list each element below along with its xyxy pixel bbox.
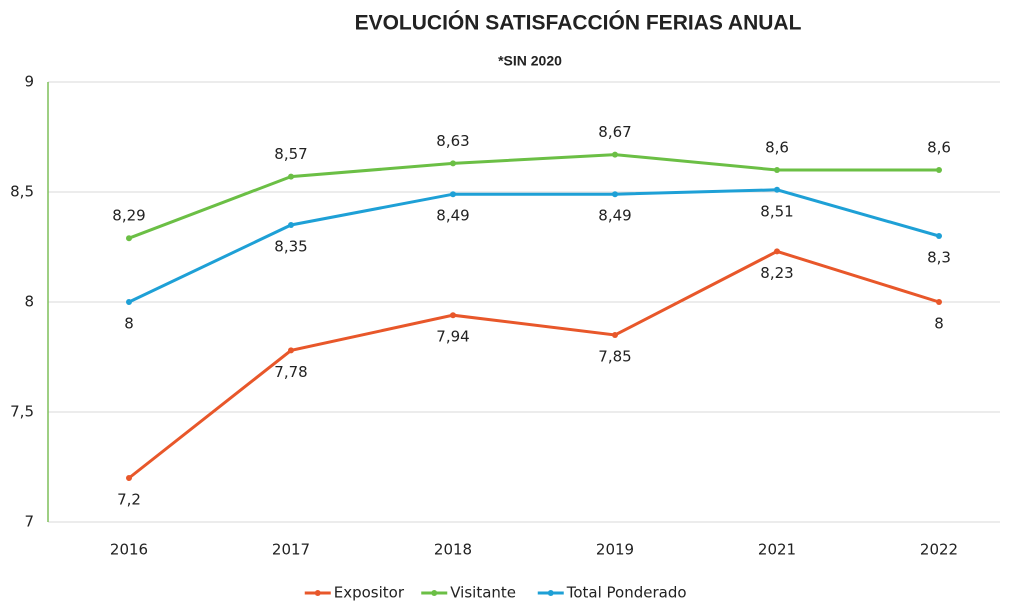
y-tick-label: 8	[24, 293, 34, 311]
data-label: 8,63	[436, 132, 469, 150]
data-label: 8,35	[274, 238, 307, 256]
data-label: 7,2	[117, 491, 141, 509]
data-label: 7,85	[598, 348, 631, 366]
data-label: 8,49	[436, 207, 469, 225]
data-label: 8,57	[274, 145, 307, 163]
data-label: 8,3	[927, 249, 951, 267]
legend-label: Total Ponderado	[566, 584, 687, 602]
data-point	[612, 191, 618, 198]
data-point	[126, 475, 132, 481]
data-label: 8	[124, 315, 134, 333]
data-point	[774, 167, 780, 173]
data-point	[936, 233, 942, 239]
y-tick-label: 7,5	[10, 403, 34, 421]
chart-title: EVOLUCIÓN SATISFACCIÓN FERIAS ANUAL	[355, 11, 802, 35]
series-line	[128, 249, 940, 480]
data-point	[936, 299, 942, 305]
data-label: 7,78	[274, 363, 307, 381]
data-label: 8,23	[760, 264, 793, 282]
y-tick-label: 8,5	[10, 183, 34, 201]
y-tick-label: 7	[24, 513, 34, 531]
data-point	[612, 151, 618, 158]
data-point	[126, 235, 132, 242]
data-label: 8,51	[760, 202, 793, 220]
data-point	[288, 173, 294, 180]
legend-label: Visitante	[450, 584, 516, 602]
data-point	[450, 160, 456, 167]
x-tick-label: 2022	[920, 541, 958, 559]
data-label: 8,6	[927, 139, 951, 157]
data-point	[450, 312, 456, 319]
data-point	[936, 167, 942, 173]
x-tick-label: 2019	[596, 541, 634, 559]
legend-marker	[431, 590, 438, 596]
data-point	[774, 186, 780, 193]
data-point	[612, 332, 618, 338]
legend-marker	[314, 590, 321, 596]
data-label: 8,49	[598, 207, 631, 225]
series-line	[128, 153, 939, 240]
chart-subtitle: *SIN 2020	[498, 53, 562, 69]
y-tick-label: 9	[24, 73, 34, 91]
x-tick-label: 2016	[110, 541, 148, 559]
data-point	[450, 191, 456, 198]
series-line	[128, 188, 940, 304]
data-label: 8,6	[765, 139, 789, 157]
x-tick-label: 2021	[758, 541, 796, 559]
data-label: 8	[934, 315, 944, 333]
legend-label: Expositor	[334, 584, 405, 602]
data-point	[126, 299, 132, 305]
x-tick-label: 2017	[272, 541, 310, 559]
data-point	[774, 248, 780, 255]
data-label: 8,29	[112, 207, 145, 225]
data-point	[288, 222, 294, 228]
x-tick-label: 2018	[434, 541, 472, 559]
data-label: 7,94	[436, 328, 469, 346]
data-label: 8,67	[598, 123, 631, 141]
legend-marker	[547, 590, 554, 596]
data-point	[288, 347, 294, 354]
